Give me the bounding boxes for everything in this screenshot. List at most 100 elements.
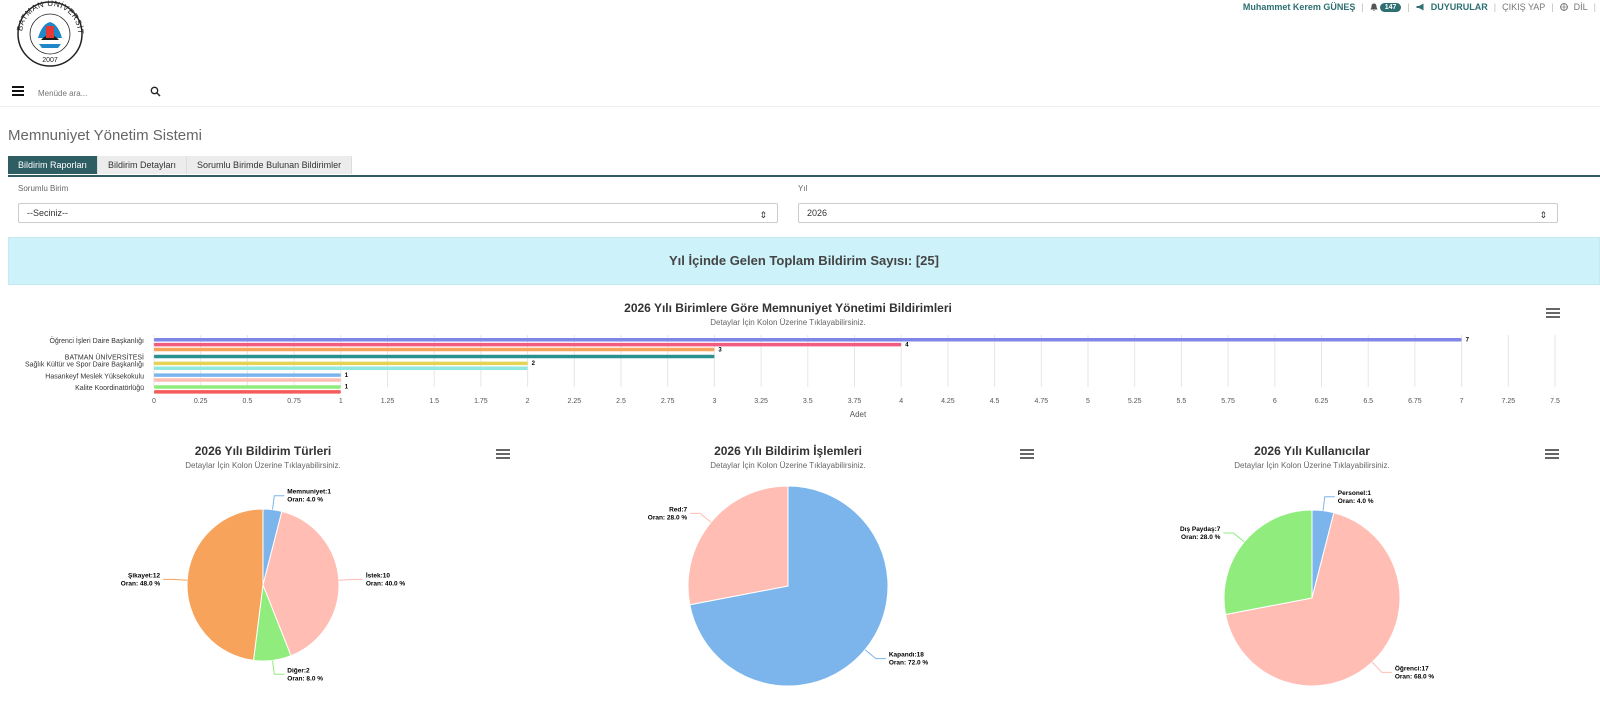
chart-menu-icon[interactable] <box>1546 308 1560 320</box>
megaphone-icon <box>1416 3 1425 11</box>
units-bar-chart: 2026 Yılı Birimlere Göre Memnuniyet Yöne… <box>25 301 1560 419</box>
bar[interactable] <box>154 338 1462 342</box>
bar-value-label: 2 <box>532 361 536 367</box>
bar[interactable] <box>154 347 715 352</box>
x-tick-label: 0.5 <box>243 398 253 405</box>
pie-label-name: Dış Paydaş:7 <box>1180 526 1221 533</box>
category-label: Öğrenci İşleri Daire Başkanlığı <box>49 336 144 345</box>
x-tick-label: 5.25 <box>1128 398 1142 405</box>
tab-details[interactable]: Bildirim Detayları <box>98 156 188 174</box>
logout-link[interactable]: ÇIKIŞ YAP <box>1502 2 1546 12</box>
pie-connector <box>272 495 285 510</box>
x-tick-label: 2.25 <box>567 398 581 405</box>
pie-connector <box>1223 532 1245 543</box>
bar[interactable] <box>154 342 902 347</box>
tab-responsible-unit[interactable]: Sorumlu Birimde Bulunan Bildirimler <box>187 156 353 174</box>
chart-menu-icon[interactable] <box>496 449 510 461</box>
pie-slice[interactable] <box>186 508 264 661</box>
x-tick-label: 5 <box>1086 398 1090 405</box>
pie-label-percent: Oran: 68.0 % <box>1395 673 1435 680</box>
bar-value-label: 1 <box>345 373 349 379</box>
pie-label-name: Diğer:2 <box>287 667 310 674</box>
x-tick-label: 2.75 <box>661 398 675 405</box>
chart-title: 2026 Yılı Kullanıcılar <box>1254 444 1370 458</box>
year-select-value: 2026 <box>807 208 828 218</box>
x-tick-label: 2.5 <box>616 398 626 405</box>
bar-value-label: 7 <box>1466 338 1470 344</box>
bar[interactable] <box>154 390 341 394</box>
bar[interactable] <box>154 366 528 371</box>
chart-subtitle: Detaylar İçin Kolon Üzerine Tıklayabilir… <box>1234 461 1389 470</box>
bar[interactable] <box>154 378 341 382</box>
unit-select-value: --Seciniz-- <box>27 208 69 218</box>
total-notifications-banner: Yıl İçinde Gelen Toplam Bildirim Sayısı:… <box>8 237 1600 285</box>
category-label: Hasankeyf Meslek Yüksekokulu <box>45 373 144 380</box>
pie-label-percent: Oran: 28.0 % <box>1181 534 1221 541</box>
tab-reports[interactable]: Bildirim Raporları <box>8 156 99 174</box>
x-tick-label: 1.25 <box>381 398 395 405</box>
chart-menu-icon[interactable] <box>1545 449 1559 461</box>
users-pie-chart: 2026 Yılı Kullanıcılar Detaylar İçin Kolo… <box>1180 444 1435 687</box>
select-arrows-icon: ⇕ <box>759 210 767 220</box>
pie-label-name: Kapandı:18 <box>889 652 924 659</box>
x-tick-label: 3 <box>712 398 716 405</box>
select-arrows-icon: ⇕ <box>1539 210 1547 220</box>
x-tick-label: 0.75 <box>287 398 301 405</box>
chart-menu-icon[interactable] <box>1020 449 1034 461</box>
x-tick-label: 6 <box>1273 398 1277 405</box>
bar[interactable] <box>154 361 528 366</box>
user-name[interactable]: Muhammet Kerem GÜNEŞ <box>1242 2 1356 12</box>
year-label: Yıl <box>798 184 808 193</box>
x-tick-label: 6.5 <box>1363 398 1373 405</box>
pie-slice[interactable] <box>1224 512 1401 687</box>
category-label: Sağlık Kültür ve Spor Daire Başkanlığı <box>25 362 144 369</box>
hamburger-menu-icon[interactable] <box>12 86 24 96</box>
pie-label-percent: Oran: 48.0 % <box>121 580 161 587</box>
pie-label-percent: Oran: 8.0 % <box>287 675 323 682</box>
category-label: BATMAN ÜNİVERSİTESİ <box>65 353 144 362</box>
notification-actions-pie-chart: 2026 Yılı Bildirim İşlemleri Detaylar İçi… <box>648 443 928 687</box>
x-tick-label: 7.25 <box>1501 398 1515 405</box>
chart-subtitle: Detaylar İçin Kolon Üzerine Tıklayabilir… <box>710 318 865 327</box>
x-tick-label: 1.75 <box>474 398 488 405</box>
globe-icon <box>1559 3 1568 11</box>
chart-subtitle: Detaylar İçin Kolon Üzerine Tıklayabilir… <box>710 461 865 470</box>
unit-select[interactable]: --Seciniz-- ⇕ <box>18 203 778 223</box>
notification-types-pie-chart: 2026 Yılı Bildirim Türleri Detaylar İçin … <box>121 444 406 682</box>
pie-label-percent: Oran: 4.0 % <box>1338 498 1374 505</box>
x-axis-label: Adet <box>850 410 867 419</box>
pie-label-percent: Oran: 28.0 % <box>648 514 688 521</box>
pie-slice[interactable] <box>687 485 789 606</box>
pie-label-name: Şikayet:12 <box>128 572 161 579</box>
bar-value-label: 1 <box>345 385 349 391</box>
x-tick-label: 3.25 <box>754 398 768 405</box>
pie-connector <box>690 512 712 523</box>
bell-icon[interactable]: 147 <box>1370 2 1402 12</box>
x-tick-label: 4 <box>899 398 903 405</box>
pie-slice[interactable] <box>262 510 340 657</box>
x-tick-label: 2 <box>526 398 530 405</box>
menu-search-input[interactable] <box>36 84 152 102</box>
x-tick-label: 3.75 <box>848 398 862 405</box>
language-link[interactable]: DİL <box>1573 2 1588 12</box>
bar[interactable] <box>154 354 715 359</box>
chart-title: 2026 Yılı Birimlere Göre Memnuniyet Yöne… <box>624 301 952 315</box>
x-tick-label: 4.75 <box>1034 398 1048 405</box>
pie-label-name: Personel:1 <box>1338 490 1372 497</box>
year-select[interactable]: 2026 ⇕ <box>798 203 1558 223</box>
page-title: Memnuniyet Yönetim Sistemi <box>8 127 202 144</box>
bar[interactable] <box>154 373 341 377</box>
announcements-link[interactable]: DUYURULAR <box>1430 2 1488 12</box>
search-icon[interactable] <box>150 86 161 97</box>
x-tick-label: 1 <box>339 398 343 405</box>
pie-connector <box>1322 496 1335 511</box>
notification-badge[interactable]: 147 <box>1379 2 1402 12</box>
bar[interactable] <box>154 385 341 389</box>
pie-slice[interactable] <box>1223 509 1313 616</box>
university-logo: BATMAN ÜNİVERSİTESİ 2007 <box>8 0 85 67</box>
pie-slice[interactable] <box>689 485 889 687</box>
pie-connector <box>864 649 886 660</box>
logo-year: 2007 <box>42 57 58 64</box>
x-tick-label: 4.5 <box>990 398 1000 405</box>
x-tick-label: 0.25 <box>194 398 208 405</box>
